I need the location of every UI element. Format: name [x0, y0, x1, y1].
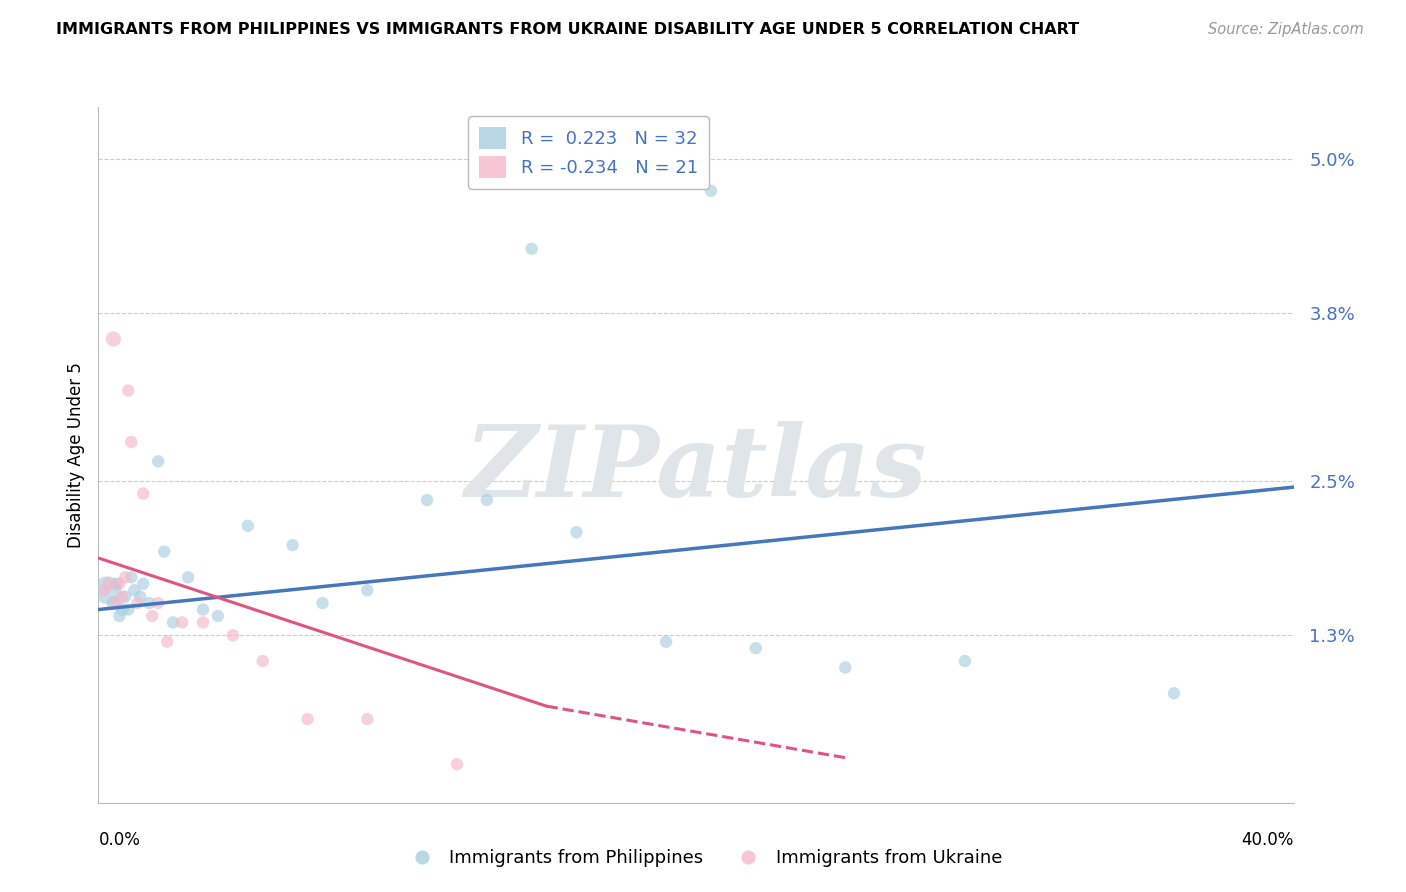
Point — [281, 538, 304, 552]
Point — [103, 332, 125, 346]
Point — [103, 596, 125, 610]
Point — [565, 525, 588, 540]
Point — [148, 596, 170, 610]
Point — [153, 544, 176, 558]
Point — [93, 583, 115, 598]
Point — [207, 609, 229, 624]
Point — [138, 596, 160, 610]
Text: ZIPatlas: ZIPatlas — [465, 421, 927, 517]
Point — [953, 654, 976, 668]
Point — [416, 493, 439, 508]
Point — [114, 590, 136, 604]
Point — [111, 602, 134, 616]
Point — [236, 518, 259, 533]
Point — [105, 576, 128, 591]
Point — [97, 576, 120, 591]
Point — [172, 615, 194, 630]
Legend: R =  0.223   N = 32, R = -0.234   N = 21: R = 0.223 N = 32, R = -0.234 N = 21 — [468, 116, 709, 189]
Point — [356, 712, 378, 726]
Point — [129, 590, 152, 604]
Point — [475, 493, 498, 508]
Point — [655, 634, 678, 648]
Point — [191, 615, 214, 630]
Point — [148, 454, 170, 468]
Point — [132, 576, 155, 591]
Point — [520, 242, 543, 256]
Point — [1163, 686, 1185, 700]
Point — [356, 583, 378, 598]
Point — [297, 712, 319, 726]
Point — [446, 757, 468, 772]
Point — [111, 590, 134, 604]
Point — [105, 596, 128, 610]
Point — [191, 602, 214, 616]
Point — [156, 634, 179, 648]
Point — [120, 435, 142, 450]
Point — [132, 486, 155, 500]
Point — [124, 583, 146, 598]
Point — [117, 602, 139, 616]
Point — [120, 570, 142, 584]
Point — [252, 654, 274, 668]
Point — [114, 570, 136, 584]
Point — [108, 609, 131, 624]
Point — [162, 615, 184, 630]
Point — [700, 184, 723, 198]
Legend: Immigrants from Philippines, Immigrants from Ukraine: Immigrants from Philippines, Immigrants … — [396, 842, 1010, 874]
Text: Source: ZipAtlas.com: Source: ZipAtlas.com — [1208, 22, 1364, 37]
Point — [745, 641, 768, 656]
Point — [311, 596, 333, 610]
Point — [141, 609, 163, 624]
Text: 0.0%: 0.0% — [98, 830, 141, 848]
Text: IMMIGRANTS FROM PHILIPPINES VS IMMIGRANTS FROM UKRAINE DISABILITY AGE UNDER 5 CO: IMMIGRANTS FROM PHILIPPINES VS IMMIGRANT… — [56, 22, 1080, 37]
Point — [108, 576, 131, 591]
Point — [222, 628, 245, 642]
Point — [177, 570, 200, 584]
Point — [127, 596, 149, 610]
Point — [96, 583, 118, 598]
Point — [834, 660, 856, 674]
Y-axis label: Disability Age Under 5: Disability Age Under 5 — [66, 362, 84, 548]
Text: 40.0%: 40.0% — [1241, 830, 1294, 848]
Point — [117, 384, 139, 398]
